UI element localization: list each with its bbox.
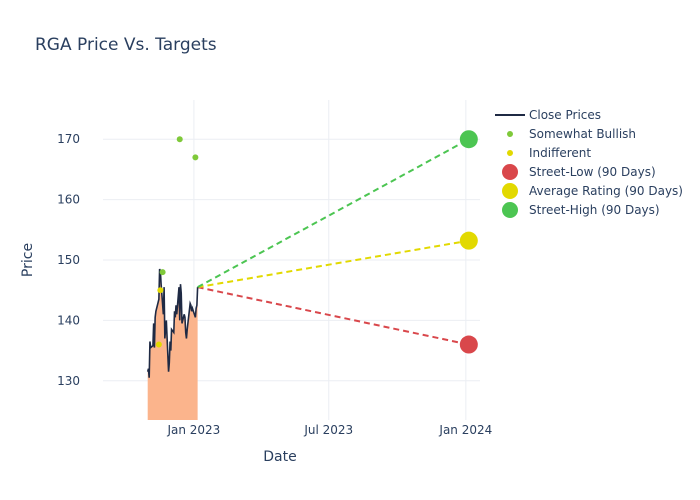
average-line: [197, 239, 469, 289]
legend-label: Street-High (90 Days): [529, 203, 660, 217]
y-axis-title: Price: [20, 243, 36, 277]
legend-item-average: Average Rating (90 Days): [502, 183, 683, 199]
street-low-line: [197, 286, 470, 346]
x-axis-ticks: Jan 2023 Jul 2023 Jan 2024: [166, 423, 492, 437]
legend-label: Close Prices: [529, 108, 601, 122]
somewhat-bullish-point: [159, 269, 166, 276]
legend-item-street-low: Street-Low (90 Days): [502, 164, 656, 180]
x-tick-label: Jul 2023: [303, 423, 353, 437]
y-tick-label: 170: [57, 132, 80, 146]
legend-label: Indifferent: [529, 146, 591, 160]
legend-swatch-dot: [507, 150, 513, 156]
indifferent-point: [155, 341, 162, 348]
lines-layer: [146, 138, 470, 378]
indifferent-point: [157, 287, 164, 294]
y-tick-label: 130: [57, 374, 80, 388]
y-tick-label: 150: [57, 253, 80, 267]
somewhat-bullish-point: [192, 154, 199, 161]
street-low-marker: [459, 335, 478, 354]
close-price-fill: [147, 269, 198, 420]
somewhat-bullish-point: [176, 136, 183, 143]
legend-label: Somewhat Bullish: [529, 127, 636, 141]
legend-label: Street-Low (90 Days): [529, 165, 656, 179]
y-axis-ticks: 130 140 150 160 170: [57, 132, 80, 388]
points-layer: [155, 130, 478, 354]
x-axis-title: Date: [263, 449, 296, 465]
street-high-line: [197, 138, 470, 289]
legend-swatch-marker: [502, 183, 518, 199]
street-high-marker: [459, 130, 478, 149]
legend-item-street-high: Street-High (90 Days): [502, 202, 660, 218]
x-tick-label: Jan 2024: [438, 423, 492, 437]
legend-item-indifferent: Indifferent: [507, 146, 591, 160]
y-tick-label: 140: [57, 313, 80, 327]
legend-swatch-marker: [502, 202, 518, 218]
chart-title: RGA Price Vs. Targets: [35, 35, 217, 55]
legend-item-somewhat-bullish: Somewhat Bullish: [507, 127, 636, 141]
y-tick-label: 160: [57, 193, 80, 207]
x-tick-label: Jan 2023: [166, 423, 220, 437]
legend-item-close: Close Prices: [495, 108, 601, 122]
legend-swatch-marker: [502, 164, 518, 180]
close-price-line: [146, 268, 199, 378]
legend: Close Prices Somewhat Bullish Indifferent S…: [495, 108, 683, 218]
price-fill-area: [147, 269, 198, 420]
legend-label: Average Rating (90 Days): [529, 184, 683, 198]
average-rating-marker: [459, 231, 478, 250]
legend-swatch-dot: [507, 131, 513, 137]
